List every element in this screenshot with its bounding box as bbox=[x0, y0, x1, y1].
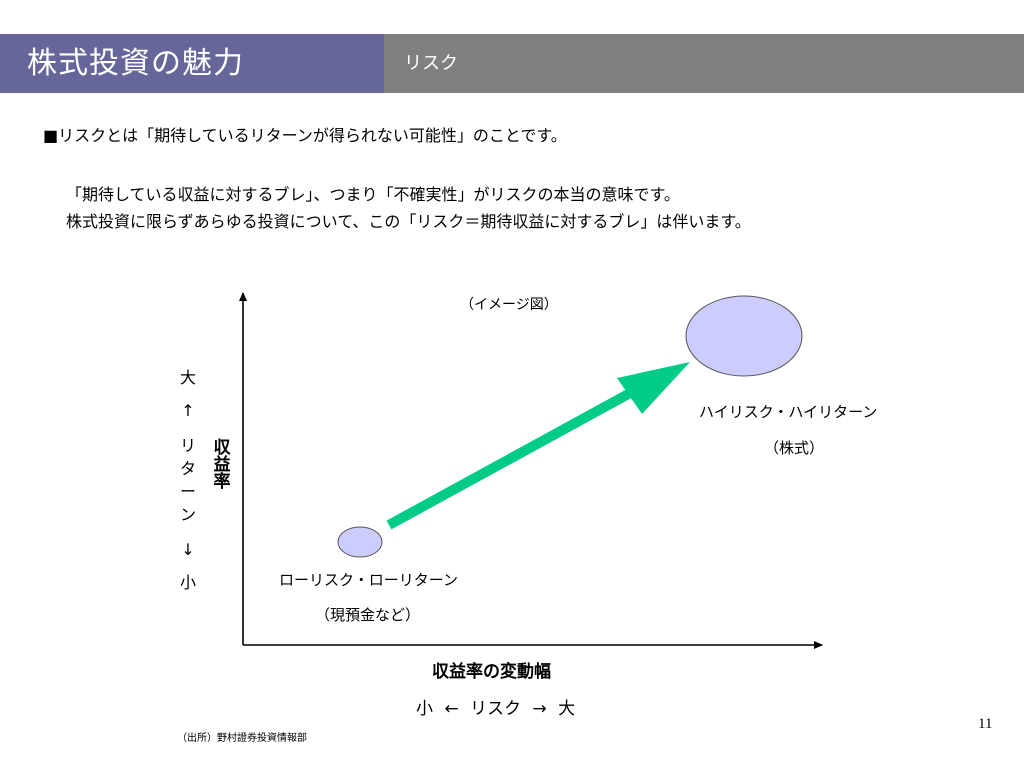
y-axis-label: 収益率 bbox=[209, 438, 230, 489]
section-title: リスク bbox=[384, 34, 1024, 93]
trend-arrow bbox=[386, 362, 690, 530]
high-risk-sublabel: （株式） bbox=[764, 439, 825, 457]
paragraph-line-1: 「期待している収益に対するブレ」、つまり「不確実性」がリスクの本当の意味です。 bbox=[66, 185, 680, 204]
low-risk-sublabel: （現預金など） bbox=[315, 606, 421, 624]
x-axis-label: 収益率の変動幅 bbox=[432, 662, 551, 682]
x-scale: 小 ← リスク → 大 bbox=[416, 699, 576, 719]
paragraph-line-2: 株式投資に限らずあらゆる投資について、この「リスク＝期待収益に対するブレ」は伴い… bbox=[66, 212, 751, 231]
high-risk-bubble bbox=[685, 295, 803, 377]
bullet-text: ■リスクとは「期待しているリターンが得られない可能性」のことです。 bbox=[43, 126, 567, 145]
page-title: 株式投資の魅力 bbox=[0, 34, 384, 93]
diagram-note: （イメージ図） bbox=[460, 297, 558, 313]
low-risk-bubble bbox=[337, 526, 383, 558]
high-risk-label: ハイリスク・ハイリターン bbox=[699, 403, 878, 421]
page-number: 11 bbox=[978, 716, 993, 732]
y-scale: 大 ↑ リ タ ー ン ↓ 小 bbox=[179, 368, 196, 592]
paragraph: 「期待している収益に対するブレ」、つまり「不確実性」がリスクの本当の意味です。 … bbox=[66, 181, 751, 235]
source-note: （出所）野村證券投資情報部 bbox=[177, 733, 307, 744]
low-risk-label: ローリスク・ローリターン bbox=[279, 571, 458, 589]
